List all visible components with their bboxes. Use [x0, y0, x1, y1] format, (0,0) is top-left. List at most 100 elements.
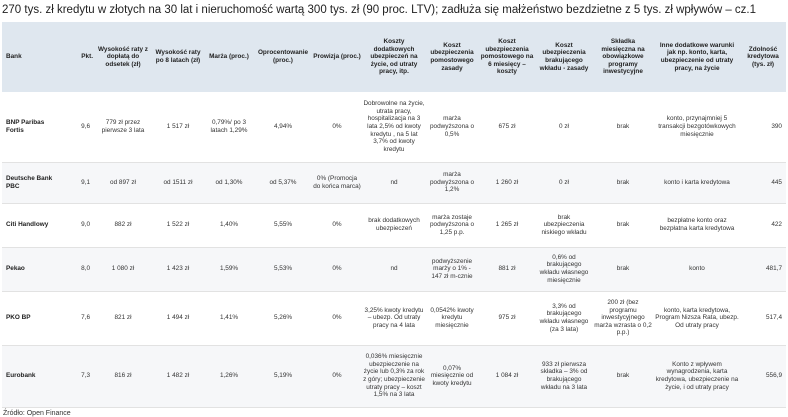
credit-capacity: 445: [740, 162, 786, 203]
investment-programs: 200 zł (bez programu inwestycyjnego marż…: [594, 299, 652, 337]
credit-capacity: 481,7: [740, 247, 786, 291]
interest: 5,26%: [273, 314, 293, 322]
other-conditions: konto i karta kredytowa: [654, 162, 740, 203]
table-row: PKO BP 7,6 821 zł 1 494 zł 1,41% 5,26% 0…: [2, 291, 786, 345]
bridge-insurance-cost: 1 260 zł: [478, 162, 536, 203]
investment-programs: brak: [592, 162, 654, 203]
rate-subsidy: 779 zł przez pierwsze 3 lata: [101, 119, 145, 134]
points: 8,0: [56, 247, 94, 291]
extra-insurance: nd: [362, 162, 426, 203]
commission: 0% (Promocja do końca marca): [312, 162, 362, 203]
table-row: BNP Paribas Fortis 9,6 779 zł przez pier…: [2, 92, 786, 162]
other-conditions: konto, przynajmniej 5 transakcji bezgotó…: [658, 115, 736, 138]
bank-name: Citi Handlowy: [6, 221, 49, 229]
interest: 5,19%: [254, 345, 312, 407]
low-deposit-insurance: 933 zł pierwsza składka – 3% od brakując…: [536, 345, 592, 407]
header-extra-insurance: Koszty dodatkowych ubezpieczeń na życie,…: [362, 22, 426, 92]
header-investment-programs: Składka miesięczna na obowiązkowe progra…: [592, 22, 654, 92]
low-deposit-insurance: 0 zł: [559, 122, 569, 130]
rate-subsidy: 882 zł: [114, 221, 132, 229]
rate-after-8y: 1 423 zł: [152, 247, 204, 291]
header-bridge-insurance-rules: Koszt ubezpieczenia pomostowego zasady: [426, 22, 478, 92]
low-deposit-insurance: 3,3% od brakującego wkładu własnego (za …: [539, 302, 589, 333]
extra-insurance: nd: [362, 247, 426, 291]
mortgage-comparison-table: Bank Pkt. Wysokość raty z dopłatą do ods…: [2, 22, 786, 408]
margin: 1,26%: [204, 345, 254, 407]
extra-insurance: Dobrowolne na życie, utrata pracy, hospi…: [363, 100, 425, 153]
bridge-insurance-cost: 975 zł: [498, 314, 516, 322]
header-points: Pkt.: [56, 22, 94, 92]
header-low-deposit-insurance: Koszt ubezpieczenia brakującego wkładu -…: [536, 22, 592, 92]
investment-programs: brak: [616, 221, 630, 229]
source-note: Źródło: Open Finance: [3, 409, 71, 417]
rate-subsidy: od 897 zł: [94, 162, 152, 203]
page-title: 270 tys. zł kredytu w złotych na 30 lat …: [2, 4, 756, 16]
bridge-insurance-rules: 0,07% miesięcznie od kwoty kredytu: [426, 345, 478, 407]
commission: 0%: [312, 247, 362, 291]
rate-after-8y: od 1511 zł: [152, 162, 204, 203]
bank-name: PKO BP: [6, 314, 31, 322]
other-conditions: Konto z wpływem wynagrodzenia, karta kre…: [654, 345, 740, 407]
header-other-conditions: Inne dodatkowe warunki jak np. konto, ka…: [654, 22, 740, 92]
margin: 1,59%: [204, 247, 254, 291]
table-row: Eurobank 7,3 816 zł 1 482 zł 1,26% 5,19%…: [2, 345, 786, 407]
points: 7,6: [81, 314, 90, 322]
credit-capacity: 556,9: [740, 345, 786, 407]
points: 7,3: [56, 345, 94, 407]
commission: 0%: [312, 345, 362, 407]
margin: 0,79%/ po 3 latach 1,29%: [210, 119, 248, 134]
margin: od 1,30%: [204, 162, 254, 203]
rate-after-8y: 1 482 zł: [152, 345, 204, 407]
points: 9,0: [81, 221, 90, 229]
rate-after-8y: 1 517 zł: [166, 122, 190, 130]
bank-name: Pekao: [2, 247, 56, 291]
low-deposit-insurance: 0 zł: [536, 162, 592, 203]
interest: 4,94%: [273, 122, 293, 130]
bridge-insurance-rules: marża podwyższona o 0,5%: [429, 115, 475, 138]
rate-subsidy: 816 zł: [94, 345, 152, 407]
header-rate-subsidy: Wysokość raty z dopłatą do odsetek (zł): [94, 22, 152, 92]
bridge-insurance-rules: podwyższenie marży o 1% - 147 zł m-cznie: [426, 247, 478, 291]
bank-name: BNP Paribas Fortis: [6, 119, 45, 134]
bridge-insurance-rules: marża podwyższona o 1,2%: [426, 162, 478, 203]
header-interest: Oprocentowanie (proc.): [254, 22, 312, 92]
extra-insurance: 3,25% kwoty kredytu – ubezp. Od utraty p…: [364, 306, 424, 329]
margin: 1,40%: [219, 221, 239, 229]
extra-insurance: 0,036% miesięcznie ubezpieczenie na życi…: [362, 345, 426, 407]
bridge-insurance-cost: 1 084 zł: [478, 345, 536, 407]
bridge-insurance-cost: 881 zł: [478, 247, 536, 291]
other-conditions: bezpłatne konto oraz bezpłatna karta kre…: [659, 217, 735, 232]
table-row: Citi Handlowy 9,0 882 zł 1 522 zł 1,40% …: [2, 203, 786, 247]
bank-name: Eurobank: [2, 345, 56, 407]
bridge-insurance-cost: 675 zł: [498, 122, 516, 130]
extra-insurance: brak dodatkowych ubezpieczeń: [368, 217, 420, 232]
header-credit-capacity: Zdolność kredytowa (tys. zł): [740, 22, 786, 92]
bridge-insurance-rules: 0,0542% kwoty kredytu miesięcznie: [430, 306, 474, 329]
header-bank: Bank: [2, 22, 56, 92]
rate-after-8y: 1 494 zł: [166, 314, 190, 322]
credit-capacity: 517,4: [766, 314, 782, 322]
header-rate-after-8y: Wysokość raty po 8 latach (zł): [152, 22, 204, 92]
credit-capacity: 390: [771, 122, 782, 130]
low-deposit-insurance: 0,6% od brakującego wkładu własnego mies…: [536, 247, 592, 291]
header-row: Bank Pkt. Wysokość raty z dopłatą do ods…: [2, 22, 786, 92]
bridge-insurance-cost: 1 265 zł: [495, 221, 519, 229]
interest: 5,55%: [273, 221, 293, 229]
points: 9,6: [81, 122, 90, 130]
commission: 0%: [332, 221, 342, 229]
low-deposit-insurance: brak ubezpieczenia niskiego wkładu: [541, 213, 587, 236]
points: 9,1: [56, 162, 94, 203]
table-row: Deutsche Bank PBC 9,1 od 897 zł od 1511 …: [2, 162, 786, 203]
rate-subsidy: 821 zł: [114, 314, 132, 322]
commission: 0%: [332, 122, 342, 130]
interest: 5,53%: [254, 247, 312, 291]
header-commission: Prowizja (proc.): [312, 22, 362, 92]
bank-name: Deutsche Bank PBC: [2, 162, 56, 203]
other-conditions: konto, karta kredytowa, Program Nizsza R…: [655, 306, 739, 329]
interest: od 5,37%: [254, 162, 312, 203]
rate-after-8y: 1 522 zł: [166, 221, 190, 229]
credit-capacity: 422: [771, 221, 782, 229]
investment-programs: brak: [616, 122, 630, 130]
investment-programs: brak: [592, 345, 654, 407]
header-margin: Marża (proc.): [204, 22, 254, 92]
